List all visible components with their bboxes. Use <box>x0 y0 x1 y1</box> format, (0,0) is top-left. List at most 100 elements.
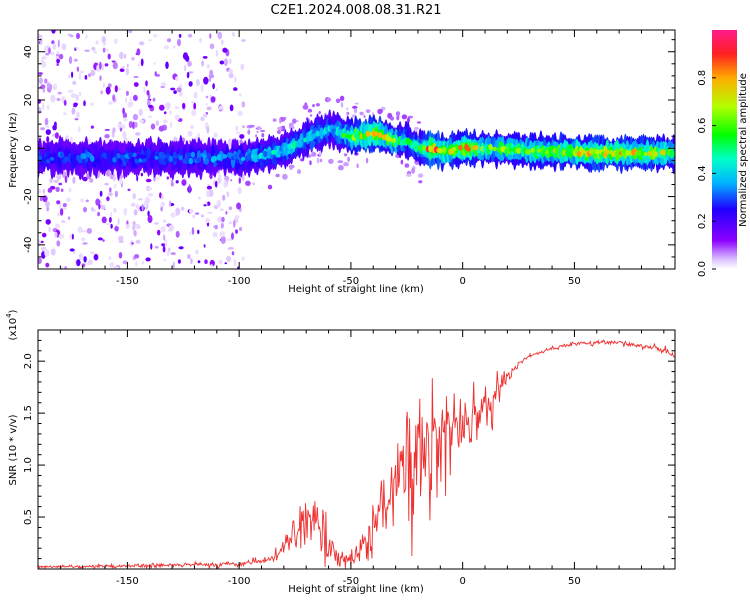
noise-speck <box>309 160 312 166</box>
ridge-cell <box>615 150 620 158</box>
ridge-cell <box>595 149 600 155</box>
noise-speck <box>118 235 124 241</box>
noise-speck <box>93 253 99 261</box>
ridge-cell <box>267 150 272 157</box>
noise-speck <box>231 232 234 240</box>
noise-speck <box>145 178 152 183</box>
ridge-cell <box>530 147 535 153</box>
noise-speck <box>121 124 126 129</box>
noise-speck <box>210 96 216 103</box>
noise-speck <box>206 185 212 190</box>
noise-speck <box>141 203 144 212</box>
noise-speck <box>40 127 45 131</box>
noise-speck <box>191 100 195 104</box>
noise-speck <box>61 43 67 51</box>
noise-speck <box>90 69 96 77</box>
noise-speck <box>38 240 41 247</box>
noise-speck <box>95 198 101 206</box>
noise-speck <box>178 246 184 250</box>
noise-speck <box>166 176 169 180</box>
noise-speck <box>163 234 166 241</box>
ridge-cell <box>63 156 69 163</box>
noise-speck <box>340 101 344 108</box>
noise-speck <box>127 101 133 108</box>
noise-speck <box>238 177 241 184</box>
noise-speck <box>161 82 167 86</box>
noise-speck <box>46 104 50 110</box>
ridge-cell <box>671 151 675 157</box>
noise-speck <box>196 79 200 87</box>
y-tick-label: 2.0 <box>23 353 34 369</box>
noise-speck <box>93 65 96 69</box>
noise-speck <box>97 211 100 217</box>
noise-speck <box>401 114 408 120</box>
noise-speck <box>117 87 121 91</box>
noise-speck <box>418 180 423 184</box>
noise-speck <box>145 80 148 87</box>
noise-speck <box>148 104 153 108</box>
ridge-cell <box>466 146 471 152</box>
noise-speck <box>165 61 169 69</box>
noise-speck <box>75 111 80 119</box>
ridge-cell <box>232 153 238 160</box>
noise-speck <box>172 45 176 49</box>
snr-y-ticks: 0.5 1.0 1.5 2.0 <box>23 339 675 560</box>
noise-speck <box>377 108 383 115</box>
noise-speck <box>62 203 67 207</box>
noise-speck <box>127 188 131 191</box>
ridge-cell <box>438 147 443 154</box>
noise-speck <box>289 166 293 170</box>
noise-speck <box>49 178 53 183</box>
noise-speck <box>104 63 109 67</box>
noise-speck <box>162 245 166 253</box>
noise-speck <box>56 98 61 101</box>
noise-speck <box>354 108 357 114</box>
snr-y-multiplier: (x104) <box>5 309 19 340</box>
noise-speck <box>52 83 58 91</box>
noise-speck <box>218 259 223 265</box>
noise-speck <box>206 106 212 111</box>
noise-speck <box>155 177 161 180</box>
noise-speck <box>81 230 87 233</box>
ridge-cell <box>653 151 658 157</box>
noise-speck <box>239 139 243 145</box>
noise-speck <box>223 58 228 67</box>
noise-speck <box>108 101 113 105</box>
noise-speck <box>44 78 48 84</box>
noise-speck <box>140 58 144 67</box>
y-tick-label: -20 <box>23 188 34 204</box>
noise-speck <box>153 222 160 225</box>
noise-speck <box>146 90 150 96</box>
noise-speck <box>90 102 94 107</box>
ridge-cell <box>311 133 316 140</box>
noise-speck <box>136 175 139 182</box>
noise-speck <box>59 208 64 216</box>
noise-speck <box>356 163 359 169</box>
noise-speck <box>217 216 223 223</box>
noise-speck <box>147 193 154 197</box>
noise-speck <box>75 47 79 50</box>
noise-speck <box>407 117 410 123</box>
noise-speck <box>236 202 242 210</box>
ridge-cell <box>132 152 137 158</box>
colorbar-tick-label: 0.4 <box>697 165 708 181</box>
noise-speck <box>169 200 172 207</box>
ridge-cell <box>263 150 268 158</box>
noise-speck <box>84 75 88 80</box>
noise-speck <box>316 157 320 164</box>
noise-speck <box>252 182 255 186</box>
noise-speck <box>102 82 105 88</box>
ridge-cell <box>94 148 99 161</box>
noise-speck <box>218 172 221 181</box>
noise-speck <box>45 129 51 136</box>
noise-speck <box>68 74 71 79</box>
noise-speck <box>206 125 210 134</box>
noise-speck <box>114 190 118 198</box>
noise-speck <box>55 186 60 193</box>
noise-speck <box>128 120 133 129</box>
noise-speck <box>112 94 116 102</box>
noise-speck <box>276 130 281 134</box>
noise-speck <box>233 87 238 91</box>
noise-speck <box>247 129 251 135</box>
noise-speck <box>239 134 245 139</box>
